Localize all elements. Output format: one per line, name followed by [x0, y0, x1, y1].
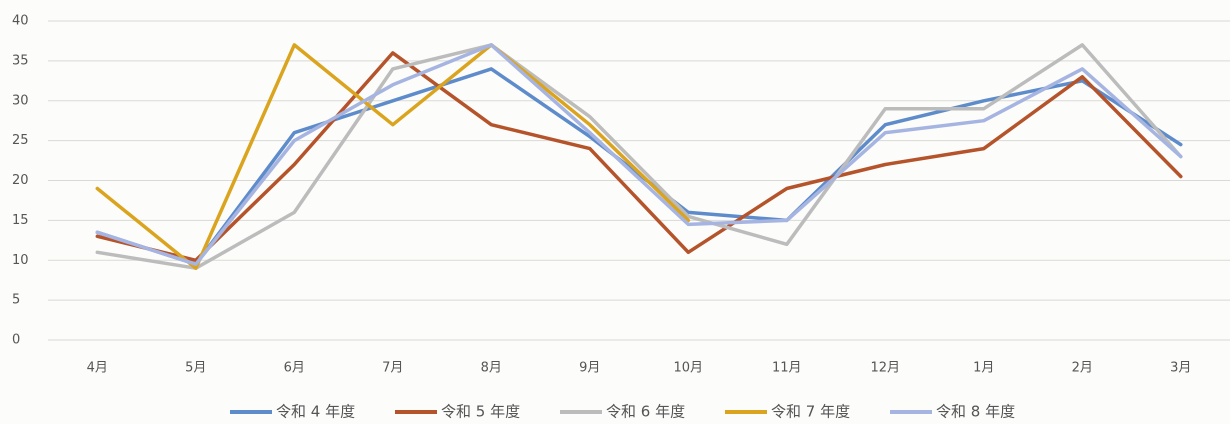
x-tick-label: 2月 [1072, 361, 1093, 376]
x-tick-label: 4月 [87, 361, 108, 376]
y-tick-label: 15 [12, 213, 29, 228]
legend-label: 令和 7 年度 [771, 403, 850, 421]
series-line [95, 51, 1183, 263]
series-line [95, 43, 1183, 270]
y-tick-label: 0 [12, 333, 20, 348]
legend-label: 令和 4 年度 [276, 403, 355, 421]
legend-label: 令和 6 年度 [606, 403, 685, 421]
x-tick-label: 5月 [185, 361, 206, 376]
y-tick-label: 10 [12, 253, 29, 268]
x-tick-label: 8月 [481, 361, 502, 376]
x-tick-label: 7月 [382, 361, 403, 376]
y-tick-label: 35 [12, 53, 29, 68]
y-tick-label: 20 [12, 173, 29, 188]
x-tick-label: 9月 [579, 361, 600, 376]
x-tick-label: 1月 [973, 361, 994, 376]
legend-label: 令和 5 年度 [441, 403, 520, 421]
y-tick-label: 5 [12, 293, 20, 308]
y-tick-label: 40 [12, 14, 29, 29]
x-tick-label: 6月 [284, 361, 305, 376]
x-tick-label: 3月 [1170, 361, 1191, 376]
series-line [95, 43, 691, 270]
x-tick-label: 10月 [673, 361, 703, 376]
x-tick-label: 12月 [870, 361, 900, 376]
series-line [95, 43, 1183, 266]
y-tick-label: 25 [12, 133, 29, 148]
x-tick-label: 11月 [772, 361, 802, 376]
legend-label: 令和 8 年度 [936, 403, 1015, 421]
y-tick-label: 30 [12, 93, 29, 108]
